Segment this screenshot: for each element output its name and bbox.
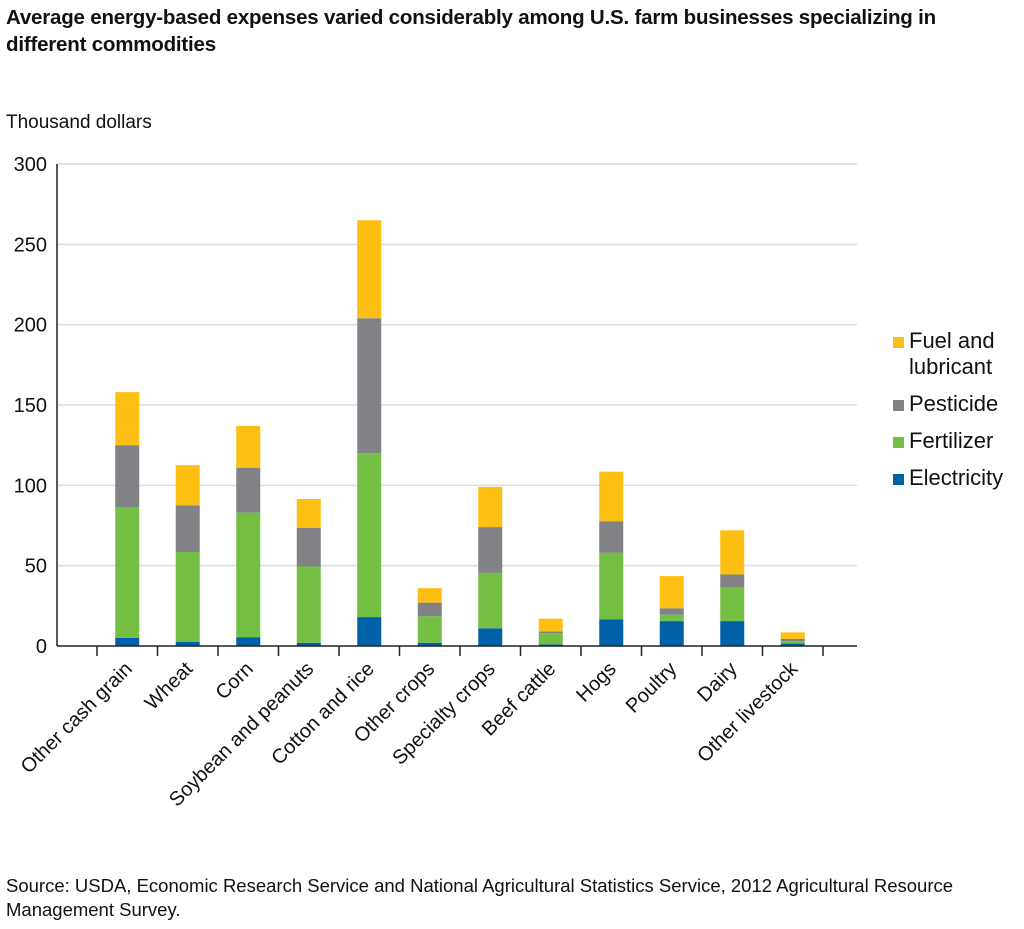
chart-title: Average energy-based expenses varied con…: [6, 6, 936, 56]
source-note: Source: USDA, Economic Research Service …: [6, 875, 954, 920]
x-tick-label: Cotton and rice: [267, 658, 378, 769]
x-tick-label: Specialty crops: [388, 658, 499, 769]
bar-fuel-and-lubricant: [296, 498, 321, 528]
bar-fuel-and-lubricant: [175, 465, 200, 506]
legend-label: Pesticide: [909, 391, 999, 416]
bar-fuel-and-lubricant: [780, 632, 805, 639]
bar-electricity: [478, 628, 503, 646]
stacked-bar-chart: 0 50 100 150 200 250 300 Other cash grain Wheat C…: [14, 154, 857, 811]
bar-fertilizer: [357, 453, 382, 618]
y-tick-label: 0: [36, 636, 47, 658]
bar-electricity: [538, 644, 563, 646]
bar-fuel-and-lubricant: [659, 576, 684, 609]
bar-electricity: [720, 621, 745, 646]
y-axis-label: Thousand dollars: [6, 112, 152, 133]
legend: Fuel and lubricant Pesticide Fertilizer Ele…: [893, 328, 1019, 502]
bar-fertilizer: [296, 566, 321, 643]
bar-pesticide: [296, 527, 321, 567]
bar-electricity: [599, 619, 624, 646]
legend-swatch: [893, 474, 904, 485]
bar-fertilizer: [659, 614, 684, 622]
bar-fertilizer: [115, 507, 140, 638]
bar-fertilizer: [478, 572, 503, 629]
bar-fertilizer: [720, 587, 745, 622]
x-tick-label: Other cash grain: [17, 658, 137, 778]
bar-electricity: [236, 637, 261, 646]
legend-label: Fertilizer: [909, 428, 994, 453]
x-tick-label: Corn: [212, 658, 258, 704]
bar-fuel-and-lubricant: [417, 588, 442, 603]
x-tick-label: Dairy: [693, 658, 742, 707]
bar-electricity: [175, 641, 200, 646]
bar-electricity: [357, 617, 382, 646]
y-tick-label: 100: [14, 475, 47, 497]
y-tick-label: 300: [14, 154, 47, 176]
bar-electricity: [296, 642, 321, 646]
bar-fuel-and-lubricant: [236, 425, 261, 468]
bar-fertilizer: [599, 552, 624, 620]
bar-electricity: [417, 642, 442, 646]
y-tick-label: 250: [14, 234, 47, 256]
bar-pesticide: [236, 467, 261, 513]
bar-pesticide: [659, 608, 684, 615]
bar-fuel-and-lubricant: [115, 392, 140, 446]
bar-pesticide: [478, 527, 503, 573]
legend-item: Electricity: [893, 465, 1019, 491]
legend-swatch: [893, 437, 904, 448]
y-tick-label: 200: [14, 315, 47, 337]
legend-item: Pesticide: [893, 391, 1019, 417]
bar-fertilizer: [175, 552, 200, 642]
legend-swatch: [893, 400, 904, 411]
bar-pesticide: [538, 631, 563, 634]
bar-pesticide: [417, 602, 442, 617]
y-tick-label: 150: [14, 395, 47, 417]
bar-pesticide: [357, 318, 382, 454]
y-tick-label: 50: [25, 556, 47, 578]
bar-fuel-and-lubricant: [538, 618, 563, 632]
bar-pesticide: [599, 521, 624, 553]
bar-pesticide: [780, 638, 805, 642]
bar-fertilizer: [780, 641, 805, 644]
bar-fertilizer: [236, 512, 261, 638]
x-tick-label: Poultry: [622, 658, 682, 718]
legend-item: Fertilizer: [893, 428, 1019, 454]
legend-label: Fuel and lubricant: [909, 328, 995, 379]
x-tick-label: Hogs: [572, 658, 621, 707]
bar-fertilizer: [538, 633, 563, 645]
bar-electricity: [780, 643, 805, 646]
bar-fuel-and-lubricant: [478, 486, 503, 528]
x-tick-label: Wheat: [141, 658, 198, 715]
legend-swatch: [893, 337, 904, 348]
bar-pesticide: [175, 505, 200, 553]
bar-fuel-and-lubricant: [720, 530, 745, 575]
bar-fuel-and-lubricant: [599, 471, 624, 522]
bar-pesticide: [115, 445, 140, 508]
bar-electricity: [115, 637, 140, 646]
legend-label: Electricity: [909, 465, 1004, 490]
bar-fuel-and-lubricant: [357, 220, 382, 319]
bar-electricity: [659, 621, 684, 646]
bar-pesticide: [720, 574, 745, 588]
legend-item: Fuel and lubricant: [893, 328, 1019, 380]
bar-fertilizer: [417, 616, 442, 643]
